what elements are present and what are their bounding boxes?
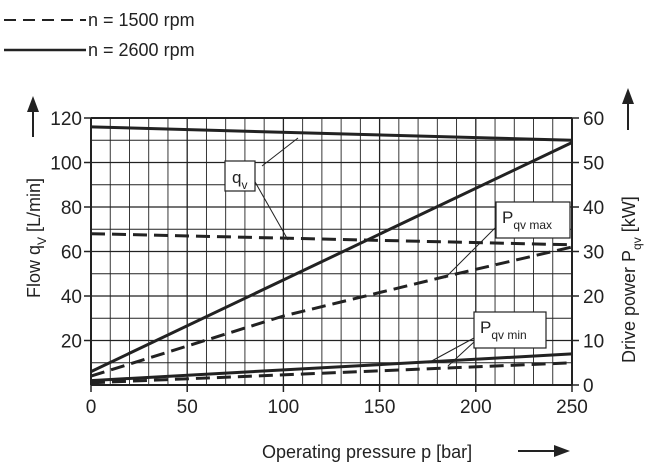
annotations: qv Pqv max Pqv min [224,160,571,349]
y-right-arrow-head [622,88,634,104]
x-tick-label: 150 [364,397,396,418]
annotation-box [473,311,547,349]
annotation-label: Pqv min [480,318,527,342]
x-tick-label: 0 [86,397,97,418]
leader-line [444,226,497,279]
annotation-leaders [249,137,497,367]
legend-label-1500-rpm: n = 1500 rpm [88,10,195,30]
series-line-pqv-max-2600 [90,141,573,373]
series-line-qv-1500 [90,232,573,247]
x-tick-label: 50 [177,397,198,418]
data-lines [90,125,573,385]
x-axis-label-group: Operating pressure p [bar] [262,442,472,462]
leader-line [427,337,475,364]
y-right-tick-label: 30 [583,243,604,264]
leader-line [261,137,299,167]
y-left-tick-label: 80 [61,198,82,219]
y-left-tick-label: 60 [61,243,82,264]
series-line-pqv-min-1500 [90,361,573,385]
axis-arrows [27,88,634,457]
y-left-arrow-head [27,96,39,112]
x-arrow-head [554,445,570,457]
y-right-tick-label: 50 [583,154,604,175]
y-right-tick-label: 0 [583,376,594,397]
y-left-tick-label: 40 [61,287,82,308]
leader-line [447,341,475,367]
y-right-tick-label: 40 [583,198,604,219]
annotation-label: qv [232,168,247,192]
series-line-pqv-min-2600 [90,352,573,383]
annotation-box [495,201,571,239]
y-axis-right-label: Drive power Pqv [kW] [619,196,644,363]
y-axis-left-label: Flow qV [L/min] [24,178,49,298]
annotation-label: Pqv max [502,208,552,232]
legend: n = 1500 rpm n = 2600 rpm [4,10,195,60]
legend-label-2600-rpm: n = 2600 rpm [88,40,195,60]
y-left-tick-label: 100 [50,154,82,175]
x-axis-label: Operating pressure p [bar] [262,442,472,462]
y-right-tick-label: 20 [583,287,604,308]
leader-line [249,172,289,241]
annotation-box [224,160,256,192]
x-tick-label: 100 [268,397,300,418]
y-left-tick-label: 20 [61,332,82,353]
x-tick-label: 250 [556,397,588,418]
y-left-tick-label: 120 [50,109,82,130]
y-right-tick-label: 60 [583,109,604,130]
series-line-qv-2600 [90,125,573,142]
grid [84,117,579,392]
y-right-tick-label: 10 [583,332,604,353]
x-tick-label: 200 [460,397,492,418]
tick-labels: 0 50 100 150 200 250 20 40 60 80 100 120 0 10 20 30 40 50… [50,109,604,418]
